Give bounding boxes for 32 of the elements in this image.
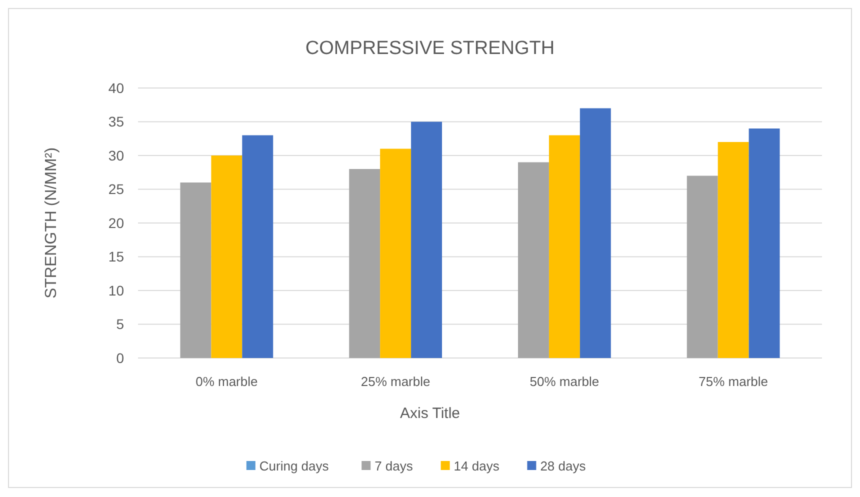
bar <box>518 162 549 358</box>
y-tick-label: 25 <box>108 181 124 198</box>
bar <box>548 135 580 358</box>
x-tick-label: 50% marble <box>530 374 600 389</box>
bar <box>580 108 611 358</box>
legend-label: 28 days <box>540 458 586 474</box>
bar <box>411 122 442 358</box>
bar <box>380 148 412 358</box>
y-tick-label: 20 <box>108 214 124 231</box>
bar <box>180 182 212 358</box>
bar <box>686 176 718 358</box>
y-tick-label: 0 <box>116 350 124 366</box>
y-tick-label: 10 <box>108 282 124 298</box>
bar <box>748 128 780 358</box>
y-tick-label: 30 <box>108 147 124 164</box>
y-tick-label: 35 <box>108 114 124 130</box>
chart-title: COMPRESSIVE STRENGTH <box>305 38 555 59</box>
x-tick-label: 25% marble <box>360 374 430 389</box>
legend-label: 7 days <box>374 458 414 474</box>
bar <box>211 156 242 358</box>
x-axis-title: Axis Title <box>400 405 460 422</box>
y-tick-label: 15 <box>108 248 124 265</box>
y-tick-label: 5 <box>116 316 124 332</box>
bar <box>718 142 749 358</box>
bar <box>242 135 274 358</box>
legend-label: Curing days <box>259 458 330 474</box>
legend-label: 14 days <box>454 458 500 474</box>
x-tick-label: 0% marble <box>196 374 258 389</box>
y-tick-label: 40 <box>108 80 124 96</box>
bar <box>349 169 380 358</box>
y-axis-title: STRENGTH (N/MM²) <box>43 147 60 299</box>
x-tick-label: 75% marble <box>698 374 768 389</box>
